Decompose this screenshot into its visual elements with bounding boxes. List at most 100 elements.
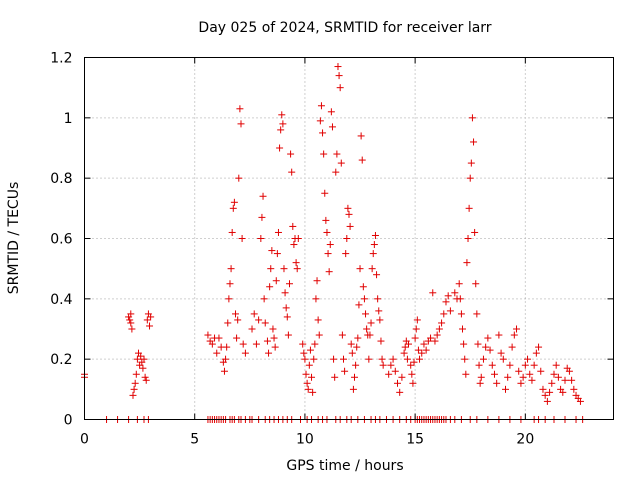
- data-point: [250, 310, 258, 318]
- data-point: [146, 322, 154, 330]
- data-point: [274, 228, 282, 236]
- data-point: [140, 355, 148, 363]
- data-point: [457, 310, 465, 318]
- x-tick-label: 10: [296, 432, 314, 448]
- x-tick-label: 20: [516, 432, 534, 448]
- data-point: [354, 334, 362, 342]
- data-point: [470, 138, 478, 146]
- data-point: [227, 265, 235, 273]
- data-point: [282, 304, 290, 312]
- data-point: [465, 204, 473, 212]
- chart-title: Day 025 of 2024, SRMTID for receiver lar…: [198, 20, 491, 36]
- data-point: [276, 144, 284, 152]
- data-point: [456, 295, 464, 303]
- data-point: [339, 355, 347, 363]
- data-point: [561, 376, 569, 384]
- data-point: [378, 355, 386, 363]
- data-point: [490, 370, 498, 378]
- data-point: [137, 352, 145, 360]
- data-point: [317, 102, 325, 110]
- data-point: [462, 370, 470, 378]
- data-point: [463, 259, 471, 267]
- data-point: [260, 295, 268, 303]
- data-point: [385, 370, 393, 378]
- data-point: [208, 340, 216, 348]
- data-point: [283, 313, 291, 321]
- data-point: [261, 319, 269, 327]
- data-point: [305, 361, 313, 369]
- data-point: [132, 370, 140, 378]
- data-point: [302, 370, 310, 378]
- data-point: [543, 397, 551, 405]
- data-point: [508, 343, 516, 351]
- y-tick-label: 0.6: [50, 232, 72, 248]
- data-point: [389, 355, 397, 363]
- data-point: [323, 228, 331, 236]
- data-point: [314, 316, 322, 324]
- data-point: [403, 355, 411, 363]
- data-point: [313, 277, 321, 285]
- data-point: [368, 265, 376, 273]
- data-point: [267, 265, 275, 273]
- data-point: [315, 331, 323, 339]
- y-tick-label: 0.4: [50, 292, 72, 308]
- data-point: [226, 280, 234, 288]
- data-point: [131, 379, 139, 387]
- data-point: [292, 259, 300, 267]
- data-point: [488, 361, 496, 369]
- data-point: [337, 159, 345, 167]
- data-point: [411, 334, 419, 342]
- data-point: [270, 334, 278, 342]
- data-point: [128, 325, 136, 333]
- data-point: [391, 367, 399, 375]
- data-point: [331, 373, 339, 381]
- data-point: [281, 289, 289, 297]
- data-point: [552, 361, 560, 369]
- data-point: [429, 289, 437, 297]
- data-point: [310, 355, 318, 363]
- data-point: [303, 379, 311, 387]
- data-point: [238, 235, 246, 242]
- data-point: [377, 337, 385, 345]
- data-point: [234, 316, 242, 324]
- data-point: [333, 150, 341, 158]
- data-point: [400, 349, 408, 357]
- data-point: [517, 379, 525, 387]
- data-point: [554, 373, 562, 381]
- data-point: [535, 343, 543, 351]
- data-point: [528, 376, 536, 384]
- data-point: [139, 364, 147, 372]
- data-point: [482, 343, 490, 351]
- y-tick-label: 1: [64, 111, 73, 127]
- data-point: [440, 310, 448, 318]
- data-point: [468, 114, 476, 122]
- data-point: [229, 204, 237, 212]
- data-point: [230, 198, 238, 206]
- data-point: [271, 343, 279, 351]
- data-point: [239, 340, 247, 348]
- data-point: [475, 361, 483, 369]
- data-points: [81, 63, 587, 423]
- data-point: [220, 367, 228, 375]
- data-point: [321, 189, 329, 197]
- data-point: [515, 367, 523, 375]
- data-point: [252, 340, 260, 348]
- data-point: [427, 334, 435, 342]
- data-point: [204, 331, 212, 339]
- data-point: [235, 174, 243, 182]
- data-point: [530, 361, 538, 369]
- data-point: [222, 355, 230, 363]
- data-point: [233, 334, 241, 342]
- data-point: [548, 379, 556, 387]
- data-point: [213, 349, 221, 357]
- data-point: [304, 385, 312, 393]
- data-point: [312, 295, 320, 303]
- data-point: [265, 349, 273, 357]
- data-point: [346, 222, 354, 230]
- data-point: [335, 72, 343, 80]
- data-point: [268, 247, 276, 255]
- data-point: [501, 385, 509, 393]
- y-tick-label: 1.2: [50, 51, 72, 67]
- x-tick-label: 5: [190, 432, 199, 448]
